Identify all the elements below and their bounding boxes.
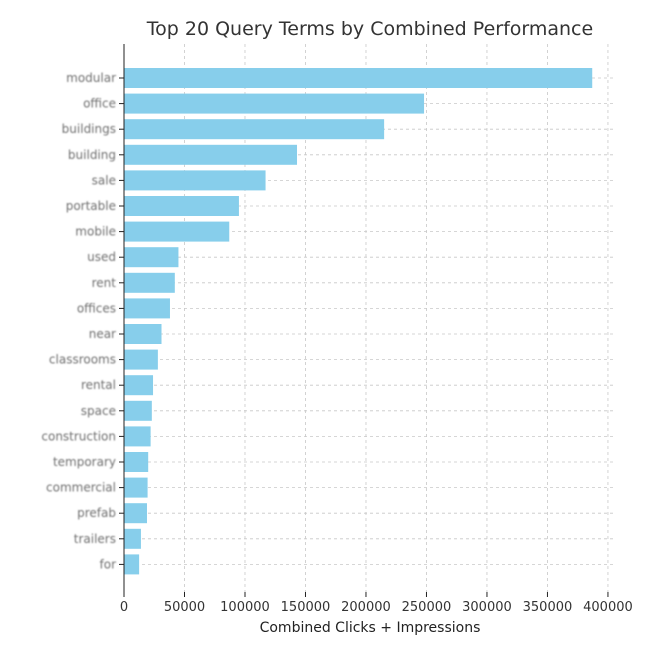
x-axis-label: Combined Clicks + Impressions bbox=[260, 620, 481, 636]
chart-title: Top 20 Query Terms by Combined Performan… bbox=[146, 18, 593, 40]
bars bbox=[124, 68, 593, 575]
category-label-commercial: commercial bbox=[46, 481, 116, 495]
x-tick-label: 350000 bbox=[523, 600, 573, 615]
bar-rent bbox=[124, 272, 175, 293]
bar-space bbox=[124, 400, 152, 421]
category-label-mobile: mobile bbox=[75, 225, 116, 239]
category-label-classrooms: classrooms bbox=[49, 353, 116, 367]
bar-used bbox=[124, 247, 179, 268]
category-label-construction: construction bbox=[41, 429, 116, 443]
bar-modular bbox=[124, 68, 593, 88]
x-axis-ticks: 0 50000 100000 150000 200000 250000 300000 3500… bbox=[120, 592, 633, 615]
x-tick-label: 50000 bbox=[164, 600, 205, 615]
category-label-for: for bbox=[100, 557, 117, 571]
category-label-offices: offices bbox=[77, 301, 116, 315]
bar-commercial bbox=[124, 477, 148, 498]
category-label-trailers: trailers bbox=[74, 532, 116, 546]
bar-near bbox=[124, 324, 162, 344]
bar-classrooms bbox=[124, 349, 158, 370]
category-label-near: near bbox=[89, 327, 116, 341]
bar-temporary bbox=[124, 452, 149, 472]
category-label-rent: rent bbox=[92, 276, 117, 290]
x-tick-label: 300000 bbox=[462, 600, 512, 615]
category-label-rental: rental bbox=[81, 378, 116, 392]
bar-buildings bbox=[124, 119, 385, 140]
category-label-temporary: temporary bbox=[53, 455, 116, 469]
x-tick-label: 100000 bbox=[220, 600, 270, 615]
category-label-used: used bbox=[87, 250, 116, 264]
category-label-prefab: prefab bbox=[77, 506, 116, 520]
category-label-building: building bbox=[68, 148, 116, 162]
bar-sale bbox=[124, 170, 266, 191]
category-label-sale: sale bbox=[92, 173, 116, 187]
category-label-space: space bbox=[81, 404, 116, 418]
x-tick-label: 0 bbox=[120, 600, 128, 615]
bar-trailers bbox=[124, 528, 141, 549]
bar-office bbox=[124, 93, 425, 114]
bar-for bbox=[124, 554, 140, 575]
bar-portable bbox=[124, 196, 239, 216]
bar-mobile bbox=[124, 221, 230, 242]
category-label-office: office bbox=[83, 97, 116, 111]
x-tick-label: 200000 bbox=[341, 600, 391, 615]
category-label-modular: modular bbox=[66, 71, 116, 85]
category-labels: modular office buildings building sale portab… bbox=[41, 71, 124, 571]
bar-prefab bbox=[124, 503, 147, 524]
bar-construction bbox=[124, 426, 151, 447]
category-label-portable: portable bbox=[66, 199, 116, 213]
bar-building bbox=[124, 144, 298, 165]
x-tick-label: 150000 bbox=[281, 600, 331, 615]
bar-rental bbox=[124, 375, 154, 396]
x-tick-label: 400000 bbox=[583, 600, 633, 615]
bar-offices bbox=[124, 298, 170, 319]
x-tick-label: 250000 bbox=[402, 600, 452, 615]
category-label-buildings: buildings bbox=[62, 122, 116, 136]
